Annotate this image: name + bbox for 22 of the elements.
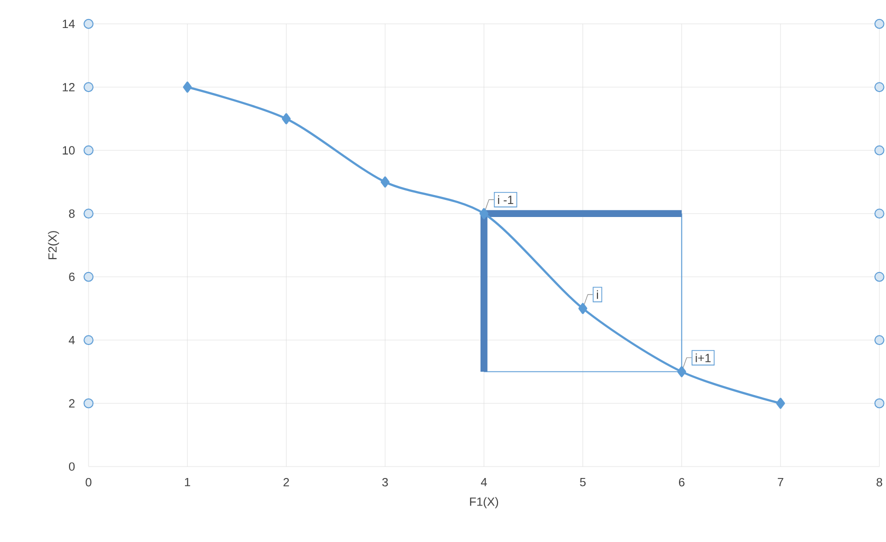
x-tick-label: 7 bbox=[778, 478, 784, 486]
y-tick-label: 14 bbox=[62, 20, 75, 28]
y-tick-label: 4 bbox=[68, 336, 75, 344]
y-tick-label: 2 bbox=[69, 399, 75, 408]
x-tick-label: 5 bbox=[580, 478, 586, 486]
x-tick-label: 1 bbox=[184, 478, 190, 486]
x-tick-label: 2 bbox=[284, 478, 289, 486]
x-tick-label: 4 bbox=[480, 478, 487, 486]
annotation: i bbox=[596, 290, 598, 299]
y-tick-label: 0 bbox=[68, 462, 75, 471]
y-tick-label: 8 bbox=[69, 209, 75, 218]
x-axis-title: F1(X) bbox=[470, 497, 498, 508]
annotation: i+1 bbox=[696, 353, 711, 362]
y-tick-label: 6 bbox=[69, 272, 75, 281]
y-tick-label: 10 bbox=[62, 146, 75, 154]
annotation: i -1 bbox=[498, 195, 514, 204]
x-tick-label: 3 bbox=[382, 478, 388, 486]
y-tick-label: 12 bbox=[62, 82, 75, 92]
x-tick-label: 8 bbox=[876, 478, 882, 486]
x-tick-label: 0 bbox=[86, 478, 92, 486]
y-axis-title: F2(X) bbox=[48, 231, 60, 260]
x-tick-label: 6 bbox=[678, 478, 684, 486]
